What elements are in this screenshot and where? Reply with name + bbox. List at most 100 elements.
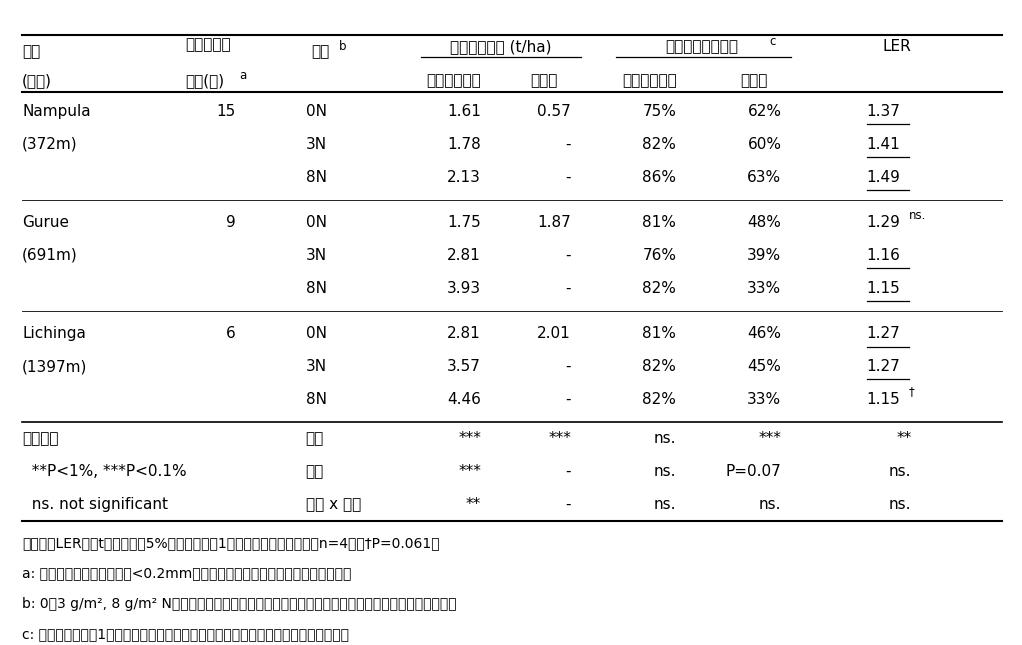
Text: トウモロコシ: トウモロコシ <box>621 74 677 88</box>
Text: 地点: 地点 <box>306 432 324 446</box>
Text: 6: 6 <box>226 326 235 341</box>
Text: ns.: ns. <box>889 464 912 479</box>
Text: **: ** <box>466 497 481 512</box>
Text: 63%: 63% <box>747 170 782 184</box>
Text: 76%: 76% <box>642 248 677 263</box>
Text: 1.16: 1.16 <box>867 248 900 263</box>
Text: (標高): (標高) <box>22 74 52 88</box>
Text: (1397m): (1397m) <box>22 359 88 374</box>
Text: (691m): (691m) <box>22 248 78 263</box>
Text: 下線付きLER値はt検定により5%水準で有意に1以上であることを示す（n=4）。†P=0.061。: 下線付きLER値はt検定により5%水準で有意に1以上であることを示す（n=4）。… <box>22 536 439 550</box>
Text: Gurue: Gurue <box>22 215 69 230</box>
Text: 8N: 8N <box>306 281 327 296</box>
Text: 9: 9 <box>226 215 235 230</box>
Text: ns.: ns. <box>654 497 677 512</box>
Text: ns.: ns. <box>654 464 677 479</box>
Text: 2.81: 2.81 <box>448 248 481 263</box>
Text: LER: LER <box>882 39 911 54</box>
Text: ns.: ns. <box>909 208 926 221</box>
Text: **P<1%, ***P<0.1%: **P<1%, ***P<0.1% <box>22 464 187 479</box>
Text: -: - <box>565 497 571 512</box>
Text: 1.37: 1.37 <box>867 104 900 119</box>
Text: 連続無降水: 連続無降水 <box>186 37 231 52</box>
Text: 3.93: 3.93 <box>447 281 481 296</box>
Text: 81%: 81% <box>643 215 677 230</box>
Text: 4.46: 4.46 <box>447 392 481 407</box>
Text: 施肥: 施肥 <box>312 45 330 59</box>
Text: 0N: 0N <box>306 104 327 119</box>
Text: 地点: 地点 <box>22 45 41 59</box>
Text: ***: *** <box>458 464 481 479</box>
Text: 1.27: 1.27 <box>867 326 900 341</box>
Text: 8N: 8N <box>306 170 327 184</box>
Text: 混作区の相対収量: 混作区の相対収量 <box>664 39 738 54</box>
Text: 単作区の収量 (t/ha): 単作区の収量 (t/ha) <box>451 39 552 54</box>
Text: 82%: 82% <box>643 359 677 374</box>
Text: ns.: ns. <box>889 497 912 512</box>
Text: c: c <box>770 35 776 48</box>
Text: 0N: 0N <box>306 326 327 341</box>
Text: 日数(日): 日数(日) <box>186 74 225 88</box>
Text: 39%: 39% <box>747 248 782 263</box>
Text: 1.49: 1.49 <box>867 170 900 184</box>
Text: -: - <box>565 248 571 263</box>
Text: ns.: ns. <box>654 432 677 446</box>
Text: ns.: ns. <box>759 497 782 512</box>
Text: 2.13: 2.13 <box>447 170 481 184</box>
Text: 3N: 3N <box>306 359 327 374</box>
Text: ダイズ: ダイズ <box>741 74 769 88</box>
Text: 15: 15 <box>217 104 235 119</box>
Text: 地点 x 施茂: 地点 x 施茂 <box>306 497 361 512</box>
Text: 82%: 82% <box>643 281 677 296</box>
Text: 86%: 86% <box>642 170 677 184</box>
Text: 75%: 75% <box>643 104 677 119</box>
Text: 33%: 33% <box>747 281 782 296</box>
Text: **: ** <box>896 432 912 446</box>
Text: 33%: 33% <box>747 392 782 407</box>
Text: 1.87: 1.87 <box>538 215 571 230</box>
Text: 3N: 3N <box>306 248 327 263</box>
Text: 3.57: 3.57 <box>447 359 481 374</box>
Text: 8N: 8N <box>306 392 327 407</box>
Text: 1.27: 1.27 <box>867 359 900 374</box>
Text: 62%: 62% <box>747 104 782 119</box>
Text: 1.29: 1.29 <box>867 215 900 230</box>
Text: Nampula: Nampula <box>22 104 91 119</box>
Text: P=0.07: P=0.07 <box>726 464 782 479</box>
Text: Lichinga: Lichinga <box>22 326 86 341</box>
Text: 2.01: 2.01 <box>538 326 571 341</box>
Text: 1.61: 1.61 <box>447 104 481 119</box>
Text: 60%: 60% <box>747 137 782 152</box>
Text: 0.57: 0.57 <box>538 104 571 119</box>
Text: -: - <box>565 392 571 407</box>
Text: 45%: 45% <box>747 359 782 374</box>
Text: 3N: 3N <box>306 137 327 152</box>
Text: トウモロコシ: トウモロコシ <box>426 74 481 88</box>
Text: ns. not significant: ns. not significant <box>22 497 169 512</box>
Text: †: † <box>909 386 915 399</box>
Text: ***: *** <box>548 432 571 446</box>
Text: 82%: 82% <box>643 137 677 152</box>
Text: 施茂: 施茂 <box>306 464 324 479</box>
Text: 48%: 48% <box>747 215 782 230</box>
Text: 82%: 82% <box>643 392 677 407</box>
Text: ダイズ: ダイズ <box>530 74 558 88</box>
Text: -: - <box>565 359 571 374</box>
Text: b: 0、3 g/m², 8 g/m² N等量の尿素を単作および混作のトウモロコシに側条施茂。ダイズは無施茂。: b: 0、3 g/m², 8 g/m² N等量の尿素を単作および混作のトウモロコ… <box>22 597 457 611</box>
Text: a: 作物生育期間中に降水量<0.2mmを連続して記録した日数の最大値を示す。: a: 作物生育期間中に降水量<0.2mmを連続して記録した日数の最大値を示す。 <box>22 566 352 580</box>
Text: 0N: 0N <box>306 215 327 230</box>
Text: (372m): (372m) <box>22 137 78 152</box>
Text: ***: *** <box>758 432 782 446</box>
Text: -: - <box>565 464 571 479</box>
Text: 分散分析: 分散分析 <box>22 432 58 446</box>
Text: c: 単作区の収量を1とした場合の混作区における収量の相対値をパーセントで示す。: c: 単作区の収量を1とした場合の混作区における収量の相対値をパーセントで示す。 <box>22 627 350 641</box>
Text: a: a <box>239 69 247 82</box>
Text: 1.41: 1.41 <box>867 137 900 152</box>
Text: 1.75: 1.75 <box>448 215 481 230</box>
Text: -: - <box>565 170 571 184</box>
Text: 1.78: 1.78 <box>448 137 481 152</box>
Text: 1.15: 1.15 <box>867 392 900 407</box>
Text: ***: *** <box>458 432 481 446</box>
Text: -: - <box>565 281 571 296</box>
Text: 2.81: 2.81 <box>448 326 481 341</box>
